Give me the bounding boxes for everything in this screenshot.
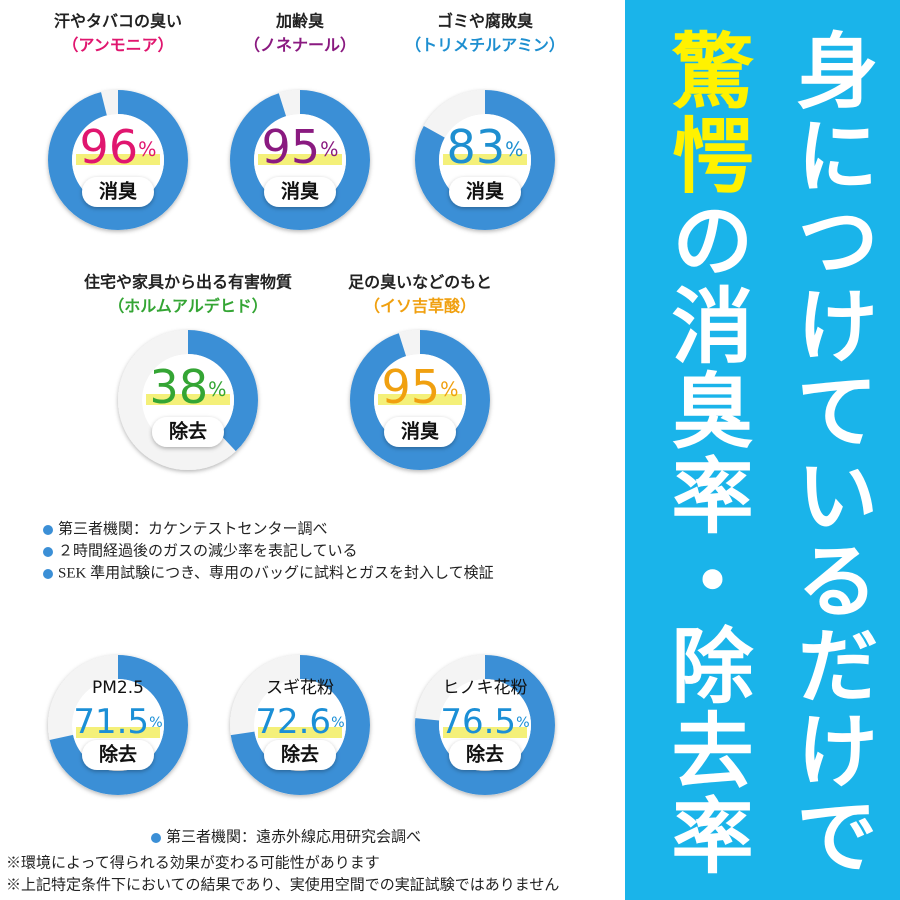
label-pill [384, 417, 456, 447]
donut-arc [230, 90, 370, 230]
value-label: 72.6% [255, 702, 344, 742]
highlight [443, 154, 527, 165]
highlight [443, 727, 527, 738]
value-number: 95 [382, 360, 441, 414]
chart-subtitle: （ホルムアルデヒド） [108, 297, 268, 316]
chart-label: 消臭 [99, 180, 137, 203]
highlight [258, 154, 342, 165]
chart-title: ゴミや腐敗臭 [437, 12, 533, 31]
label-pill [264, 740, 336, 770]
disclaimer: ※環境によって得られる効果が変わる可能性があります [6, 853, 380, 871]
donut-arc [230, 655, 370, 795]
banner-line: 驚愕の消臭率・除去率 [642, 28, 767, 878]
label-pill [449, 177, 521, 207]
chart-label: 除去 [169, 420, 207, 443]
banner: 身につけているだけで 驚愕の消臭率・除去率 [625, 0, 900, 900]
value-unit: % [505, 138, 523, 161]
value-label: 71.5% [73, 702, 162, 742]
bullet [151, 833, 161, 843]
donut-arc [415, 90, 555, 230]
banner-text: 身につけているだけで 驚愕の消臭率・除去率 [642, 28, 892, 878]
chart-subtitle: （イソ吉草酸） [364, 297, 476, 316]
value-unit: % [331, 715, 345, 731]
note: 第三者機関：カケンテストセンター調べ [58, 519, 328, 537]
chart-title: 住宅や家具から出る有害物質 [84, 273, 292, 292]
value-unit: % [208, 378, 226, 401]
value-number: 38 [150, 360, 209, 414]
chart-title: PM2.5 [92, 678, 144, 698]
chart-title: ヒノキ花粉 [443, 678, 528, 698]
donut-arc [415, 655, 555, 795]
highlight [76, 154, 160, 165]
label-pill [449, 740, 521, 770]
charts: 汗やタバコの臭い（アンモニア）96%消臭加齢臭（ノネナール）95%消臭ゴミや腐敗… [6, 12, 565, 894]
bullet [43, 525, 53, 535]
value-label: 95% [382, 360, 459, 414]
value-unit: % [440, 378, 458, 401]
chart-title: スギ花粉 [266, 678, 334, 698]
value-unit: % [138, 138, 156, 161]
highlight [76, 727, 160, 738]
bullet [43, 547, 53, 557]
label-pill [152, 417, 224, 447]
value-label: 76.5% [440, 702, 529, 742]
donut-arc [48, 90, 188, 230]
value-unit: % [149, 715, 163, 731]
value-label: 95% [262, 120, 339, 174]
chart-subtitle: （ノネナール） [244, 36, 356, 55]
banner-line: 身につけているだけで [782, 28, 877, 878]
chart-title: 汗やタバコの臭い [54, 12, 182, 31]
label-pill [82, 740, 154, 770]
chart-subtitle: （アンモニア） [62, 36, 173, 55]
highlight [378, 394, 462, 405]
note: 第三者機関：遠赤外線応用研究会調べ [166, 827, 421, 845]
value-number: 83 [447, 120, 506, 174]
value-unit: % [320, 138, 338, 161]
chart-label: 除去 [281, 743, 319, 766]
note: ２時間経過後のガスの減少率を表記している [58, 542, 358, 559]
donut-arc [350, 330, 490, 470]
banner-text-part: の消臭率・除去率 [657, 198, 752, 878]
value-number: 95 [262, 120, 321, 174]
value-label: 96% [80, 120, 157, 174]
donut-arc [118, 330, 258, 470]
highlight [146, 394, 230, 405]
disclaimer: ※上記特定条件下においての結果であり、実使用空間での実証試験ではありません [6, 876, 559, 893]
chart-label: 消臭 [281, 180, 319, 203]
bullet [43, 569, 53, 579]
chart-title: 足の臭いなどのもと [348, 273, 492, 292]
chart-label: 除去 [466, 743, 504, 766]
donut-arc [48, 655, 188, 795]
chart-label: 消臭 [466, 180, 504, 203]
note: SEK 準用試験につき、専用のバッグに試料とガスを封入して検証 [58, 564, 494, 581]
banner-highlight: 驚愕 [657, 28, 752, 198]
label-pill [264, 177, 336, 207]
value-label: 38% [150, 360, 227, 414]
value-number: 72.6 [255, 702, 331, 742]
chart-subtitle: （トリメチルアミン） [405, 36, 565, 55]
label-pill [82, 177, 154, 207]
chart-title: 加齢臭 [275, 12, 324, 31]
value-number: 71.5 [73, 702, 149, 742]
value-label: 83% [447, 120, 524, 174]
value-number: 96 [80, 120, 139, 174]
value-number: 76.5 [440, 702, 516, 742]
highlight [258, 727, 342, 738]
value-unit: % [516, 715, 530, 731]
chart-label: 消臭 [401, 420, 439, 443]
chart-label: 除去 [99, 743, 137, 766]
